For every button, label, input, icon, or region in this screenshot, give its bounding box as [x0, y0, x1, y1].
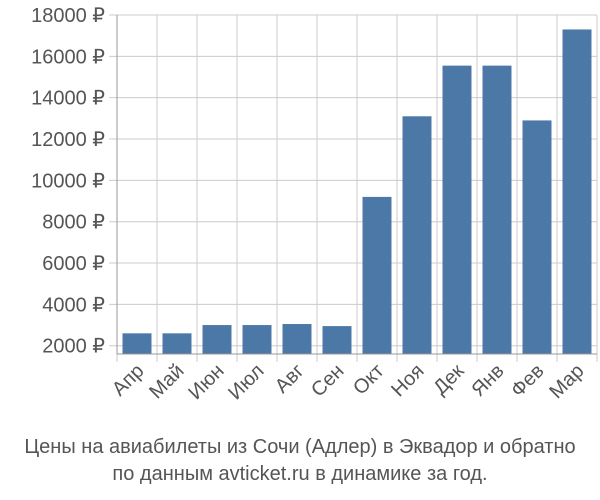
x-tick-label: Июл [224, 360, 268, 404]
x-tick-label: Мар [545, 360, 588, 403]
x-tick-label: Окт [349, 360, 388, 399]
x-tick-label: Янв [467, 360, 508, 401]
bar [442, 65, 472, 354]
x-tick-label: Авг [271, 360, 309, 398]
y-tick-label: 4000 ₽ [42, 294, 105, 316]
y-tick-label: 10000 ₽ [31, 170, 105, 192]
x-tick-label: Фев [507, 360, 549, 402]
y-tick-label: 6000 ₽ [42, 253, 105, 275]
y-tick-label: 8000 ₽ [42, 212, 105, 234]
bar [322, 326, 352, 354]
y-tick-label: 12000 ₽ [31, 129, 105, 151]
axes [116, 15, 597, 355]
price-chart: 2000 ₽ 4000 ₽ 6000 ₽ 8000 ₽ 10000 ₽ 12000 ₽ 14… [31, 5, 598, 404]
bar [482, 65, 512, 354]
y-tick-labels: 2000 ₽ 4000 ₽ 6000 ₽ 8000 ₽ 10000 ₽ 12000 ₽ 14… [31, 5, 105, 358]
chart-caption-line-1: Цены на авиабилеты из Сочи (Адлер) в Экв… [24, 436, 576, 458]
bar [402, 116, 432, 354]
x-tick-label: Дек [429, 360, 468, 399]
chart-caption-line-2: по данным avticket.ru в динамике за год. [112, 463, 488, 485]
x-tick-label: Апр [108, 360, 149, 401]
bars [122, 29, 592, 354]
gridlines [109, 14, 598, 362]
bar [362, 196, 392, 354]
x-tick-label: Ноя [387, 360, 428, 401]
y-tick-label: 14000 ₽ [31, 88, 105, 110]
y-tick-label: 18000 ₽ [31, 5, 105, 27]
bar [202, 325, 232, 354]
bar [162, 333, 192, 354]
y-tick-label: 2000 ₽ [42, 336, 105, 358]
bar [242, 325, 272, 354]
bar [122, 333, 152, 354]
y-tick-label: 16000 ₽ [31, 46, 105, 68]
bar [282, 324, 312, 354]
x-tick-label: Июн [184, 360, 228, 404]
x-tick-label: Сен [307, 360, 348, 401]
bar [562, 29, 592, 354]
bar [522, 120, 552, 354]
x-tick-label: Май [145, 360, 188, 403]
